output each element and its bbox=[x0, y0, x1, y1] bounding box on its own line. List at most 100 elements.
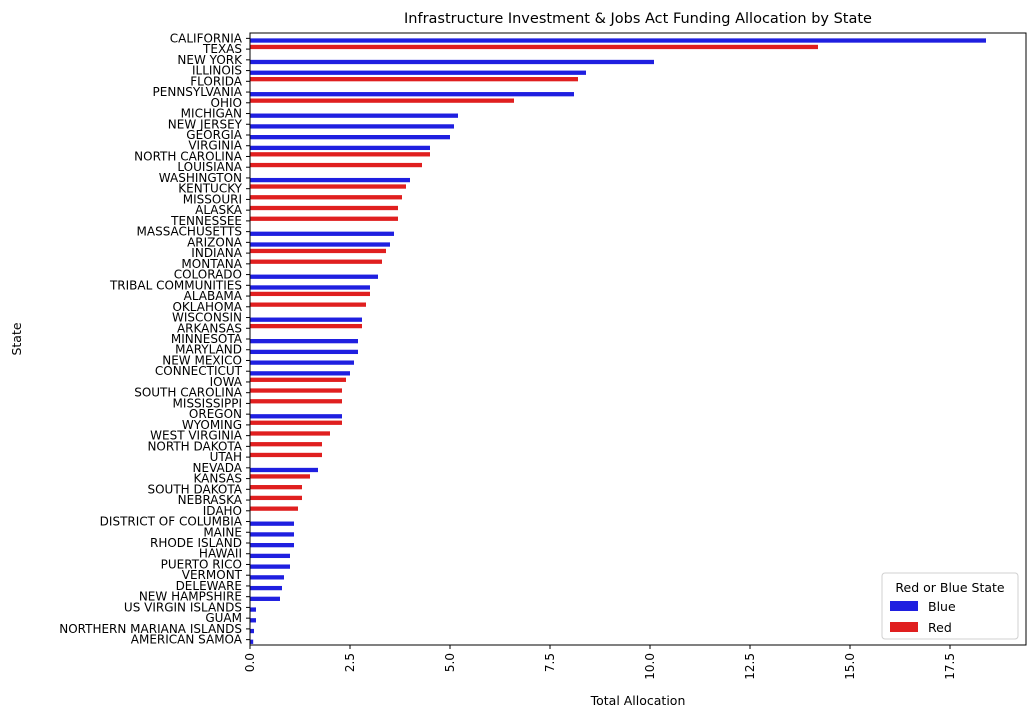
bar-nevada bbox=[250, 467, 318, 473]
y-tick-label: MICHIGAN bbox=[181, 107, 242, 121]
x-tick-label: 2.5 bbox=[343, 653, 357, 672]
legend: Red or Blue State Blue Red bbox=[881, 572, 1019, 640]
y-tick-label: GEORGIA bbox=[186, 128, 243, 142]
x-tick-label: 12.5 bbox=[743, 653, 757, 680]
y-tick-label: CONNECTICUT bbox=[155, 364, 243, 378]
bar-georgia bbox=[250, 135, 450, 140]
y-tick-label: DISTRICT OF COLUMBIA bbox=[100, 515, 243, 529]
y-tick-label: HAWAII bbox=[199, 547, 242, 561]
legend-label-blue: Blue bbox=[928, 599, 956, 614]
bar-illinois bbox=[250, 70, 586, 75]
y-tick-label: GUAM bbox=[205, 611, 242, 625]
y-tick-label: PUERTO RICO bbox=[161, 557, 242, 571]
bar-kansas bbox=[250, 474, 310, 479]
bar-us-virgin-islands bbox=[250, 607, 256, 612]
bar-utah bbox=[250, 452, 322, 458]
x-tick-label: 10.0 bbox=[643, 653, 657, 680]
y-tick-label: RHODE ISLAND bbox=[150, 536, 242, 550]
y-tick-label: NEVADA bbox=[193, 461, 243, 475]
y-tick-label: MARYLAND bbox=[175, 343, 242, 357]
bar-deleware bbox=[250, 585, 282, 591]
bar-tribal-communities bbox=[250, 285, 370, 290]
bar-arkansas bbox=[250, 323, 362, 329]
y-tick-label: SOUTH DAKOTA bbox=[147, 482, 242, 496]
y-tick-label: VERMONT bbox=[182, 568, 243, 582]
legend-swatch-blue bbox=[890, 601, 918, 611]
bar-iowa bbox=[250, 377, 346, 382]
y-tick-label: SOUTH CAROLINA bbox=[134, 386, 243, 400]
bar-hawaii bbox=[250, 553, 290, 559]
bar-pennsylvania bbox=[250, 92, 574, 97]
y-tick-label: IDAHO bbox=[203, 504, 242, 518]
bar-montana bbox=[250, 259, 382, 264]
bar-minnesota bbox=[250, 339, 358, 344]
y-tick-label: PENNSYLVANIA bbox=[153, 85, 243, 99]
bar-wisconsin bbox=[250, 317, 362, 322]
y-tick-label: NEW HAMPSHIRE bbox=[139, 590, 242, 604]
bar-west-virginia bbox=[250, 431, 330, 436]
y-tick-label: LOUISIANA bbox=[177, 160, 242, 174]
x-tick-label: 15.0 bbox=[843, 653, 857, 680]
y-tick-label: COLORADO bbox=[174, 268, 242, 282]
bar-vermont bbox=[250, 575, 284, 580]
y-tick-label: ARKANSAS bbox=[177, 321, 242, 335]
bar-kentucky bbox=[250, 184, 406, 189]
bar-massachusetts bbox=[250, 231, 394, 236]
bar-new-hampshire bbox=[250, 596, 280, 601]
legend-swatch-red bbox=[890, 622, 918, 632]
y-tick-label: MISSISSIPPI bbox=[173, 396, 242, 410]
y-tick-label: MONTANA bbox=[181, 257, 242, 271]
bar-new-york bbox=[250, 59, 654, 65]
y-axis-label: State bbox=[9, 322, 24, 355]
y-tick-label: NORTHERN MARIANA ISLANDS bbox=[59, 622, 242, 636]
y-tick-label: OREGON bbox=[189, 407, 242, 421]
bar-oklahoma bbox=[250, 302, 366, 307]
y-tick-label: IOWA bbox=[210, 375, 243, 389]
bar-connecticut bbox=[250, 371, 350, 376]
y-tick-label: AMERICAN SAMOA bbox=[131, 633, 243, 647]
bar-guam bbox=[250, 618, 256, 623]
y-tick-label: ALABAMA bbox=[184, 289, 243, 303]
chart-title: Infrastructure Investment & Jobs Act Fun… bbox=[404, 11, 872, 27]
bar-idaho bbox=[250, 506, 298, 511]
y-tick-label: MISSOURI bbox=[183, 192, 242, 206]
bar-nebraska bbox=[250, 495, 302, 501]
y-tick-label: WYOMING bbox=[182, 418, 242, 432]
bar-puerto-rico bbox=[250, 564, 290, 569]
y-tick-label: NEW JERSEY bbox=[168, 117, 243, 131]
y-tick-label: KANSAS bbox=[193, 472, 242, 486]
bar-colorado bbox=[250, 274, 378, 279]
bar-washington bbox=[250, 177, 410, 183]
bars-group bbox=[250, 38, 986, 644]
y-tick-label: OHIO bbox=[211, 96, 242, 110]
bar-virginia bbox=[250, 145, 430, 151]
bar-michigan bbox=[250, 113, 458, 118]
bar-maryland bbox=[250, 349, 358, 355]
plot-frame bbox=[249, 32, 1027, 646]
bar-alaska bbox=[250, 205, 398, 211]
y-tick-label: WEST VIRGINIA bbox=[150, 429, 243, 443]
y-tick-label: MASSACHUSETTS bbox=[137, 225, 242, 239]
y-tick-label: MAINE bbox=[203, 525, 242, 539]
bar-south-dakota bbox=[250, 485, 302, 490]
bar-new-mexico bbox=[250, 360, 354, 365]
y-tick-label: US VIRGIN ISLANDS bbox=[124, 600, 242, 614]
y-tick-label: NORTH CAROLINA bbox=[134, 149, 243, 163]
y-tick-label: CALIFORNIA bbox=[170, 31, 243, 45]
bar-tennessee bbox=[250, 216, 398, 221]
bar-ohio bbox=[250, 98, 514, 103]
y-tick-label: KENTUCKY bbox=[178, 182, 242, 196]
y-tick-label: TRIBAL COMMUNITIES bbox=[109, 278, 242, 292]
y-tick-label: NEBRASKA bbox=[178, 493, 243, 507]
bar-mississippi bbox=[250, 399, 342, 404]
legend-title: Red or Blue State bbox=[895, 580, 1005, 595]
x-tick-label: 0.0 bbox=[243, 653, 257, 672]
bar-wyoming bbox=[250, 420, 342, 425]
bar-texas bbox=[250, 44, 818, 50]
y-tick-label: TEXAS bbox=[202, 42, 242, 56]
bar-northern-mariana-islands bbox=[250, 628, 254, 634]
bar-maine bbox=[250, 532, 294, 537]
y-tick-label: INDIANA bbox=[191, 246, 242, 260]
